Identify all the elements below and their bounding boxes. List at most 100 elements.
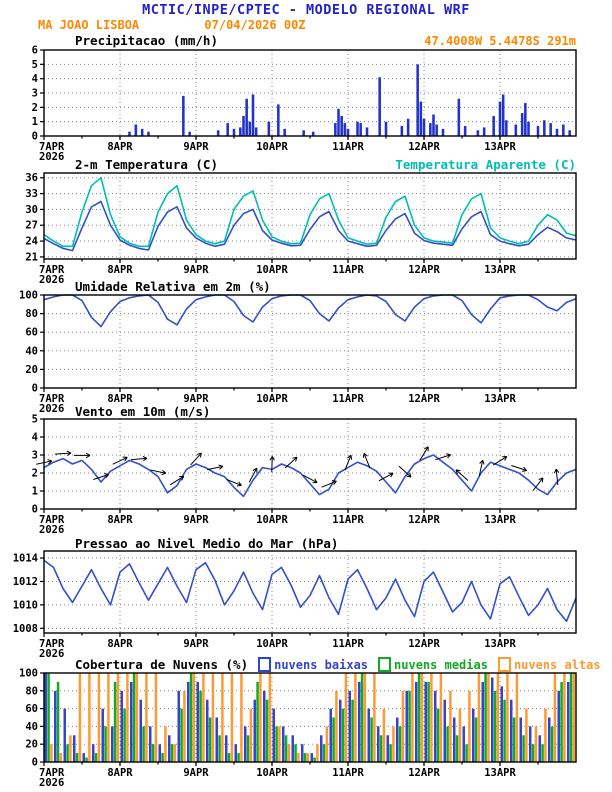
wind-arrow-icon (532, 477, 544, 491)
high-clouds-bars (449, 690, 452, 762)
mid-clouds-bars (417, 673, 421, 762)
high-clouds-bars (487, 673, 490, 762)
svg-text:40: 40 (25, 721, 38, 733)
precip-bar (147, 131, 150, 136)
wind-arrow-icon (344, 454, 352, 471)
high-clouds-bars (525, 708, 528, 762)
wind-arrow-icon (150, 469, 166, 474)
high-clouds-bars (221, 673, 224, 762)
low-clouds-bars (339, 699, 342, 762)
header-subline: MA JOAO LISBOA 07/04/2026 00Z (38, 18, 306, 32)
svg-text:1010: 1010 (13, 599, 38, 611)
svg-text:8APR: 8APR (107, 767, 133, 779)
low-clouds-bars (101, 708, 104, 762)
station-name: MA JOAO LISBOA (38, 18, 140, 32)
precip-bar (254, 127, 258, 136)
high-clouds-bars (78, 673, 82, 762)
low-clouds-bars (434, 690, 437, 762)
high-clouds-bars (325, 726, 329, 762)
mid-clouds-bars (503, 699, 506, 762)
mid-clouds-bars (427, 681, 430, 762)
high-clouds-bars (344, 673, 348, 762)
high-clouds-bars (230, 673, 234, 762)
mid-clouds-bars (522, 735, 525, 762)
cloud-cover-title: Cobertura de Nuvens (%) (75, 657, 249, 672)
low-clouds-bars (282, 726, 285, 762)
svg-text:5: 5 (32, 59, 38, 71)
svg-text:60: 60 (25, 327, 38, 339)
svg-text:10APR: 10APR (256, 393, 288, 405)
precip-bar (527, 121, 530, 136)
svg-text:12APR: 12APR (408, 264, 440, 276)
svg-text:9APR: 9APR (183, 638, 209, 650)
high-clouds-bars (335, 690, 338, 762)
mid-clouds-bars (389, 744, 392, 762)
precip-bar (505, 120, 508, 136)
precip-bar (429, 123, 432, 136)
high-clouds-bars (401, 690, 405, 762)
high-clouds-bars (382, 708, 386, 762)
precip-bar (346, 128, 350, 136)
svg-text:2: 2 (32, 102, 38, 114)
mid-clouds-bars (151, 744, 155, 762)
high-clouds-swatch-icon (497, 657, 511, 672)
high-clouds-bars (249, 708, 253, 762)
low-clouds-bars (529, 726, 532, 762)
wind-arrow-icon (419, 446, 429, 461)
svg-text:1014: 1014 (13, 553, 38, 565)
svg-text:13APR: 13APR (484, 767, 516, 779)
svg-text:4: 4 (32, 432, 38, 444)
precip-bar (311, 131, 315, 136)
coordinates-label: 47.4008W 5.4478S 291m (424, 34, 576, 48)
high-clouds-bars (240, 673, 243, 762)
low-clouds-bars (177, 690, 180, 762)
svg-text:8APR: 8APR (107, 264, 133, 276)
mid-clouds-bars (398, 726, 402, 762)
svg-text:8APR: 8APR (107, 141, 133, 153)
high-clouds-bars (468, 690, 471, 762)
low-clouds-bars (54, 690, 57, 762)
low-clouds-bars (415, 681, 418, 762)
low-clouds-bars (44, 673, 47, 762)
mid-clouds-bars (332, 717, 335, 762)
svg-text:0: 0 (32, 131, 38, 143)
svg-text:0: 0 (32, 504, 38, 516)
mid-clouds-bars (189, 673, 193, 762)
svg-text:27: 27 (25, 220, 38, 232)
wind-arrow-icon (398, 465, 412, 478)
low-clouds-bars (291, 735, 294, 762)
low-clouds-bars (472, 708, 475, 762)
precip-bar (343, 123, 347, 136)
svg-text:80: 80 (25, 308, 38, 320)
precip-bar (400, 125, 404, 136)
wind-arrow-icon (492, 456, 508, 466)
precip-bar (188, 131, 191, 136)
precip-bar (520, 113, 524, 136)
svg-text:2026: 2026 (39, 403, 64, 415)
precip-bar (140, 128, 144, 136)
precip-bar (406, 118, 410, 136)
high-clouds-bars (145, 673, 148, 762)
low-clouds-bars (139, 699, 142, 762)
mid-clouds-bars (560, 681, 563, 762)
low-clouds-bars (225, 735, 228, 762)
svg-text:12APR: 12APR (408, 393, 440, 405)
wind-arrow-icon (478, 460, 484, 476)
temp-apparent-line (43, 176, 577, 248)
svg-text:7APR: 7APR (39, 638, 65, 650)
svg-text:13APR: 13APR (484, 638, 516, 650)
low-clouds-bars (263, 690, 266, 762)
mid-clouds-bars (237, 753, 240, 762)
low-clouds-bars (462, 726, 465, 762)
svg-text:13APR: 13APR (484, 514, 516, 526)
svg-text:3: 3 (32, 88, 38, 100)
low-clouds-bars (206, 699, 209, 762)
high-clouds-bars (354, 673, 357, 762)
high-clouds-bars (69, 735, 72, 762)
svg-text:11APR: 11APR (332, 393, 364, 405)
low-clouds-bars (244, 726, 247, 762)
svg-text:20: 20 (25, 739, 38, 751)
precip-bar (340, 115, 343, 136)
low-clouds-bars (301, 744, 304, 762)
